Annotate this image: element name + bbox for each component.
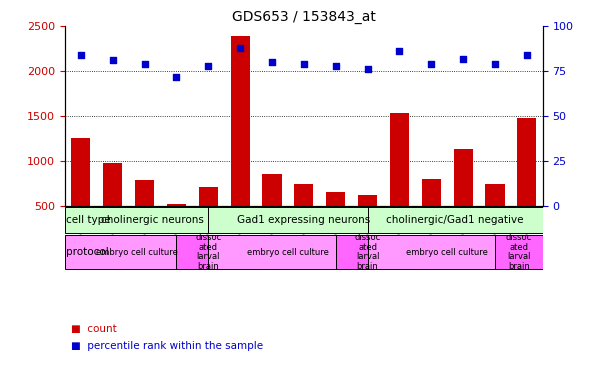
Bar [103,163,122,251]
FancyBboxPatch shape [176,235,240,269]
Point [172,74,181,80]
Text: Gad1 expressing neurons: Gad1 expressing neurons [237,215,371,225]
Point [204,63,213,69]
Point [76,52,86,58]
Title: GDS653 / 153843_at: GDS653 / 153843_at [232,10,376,24]
Text: embryo cell culture: embryo cell culture [407,248,488,256]
Point [427,61,436,67]
Bar [263,174,281,251]
Point [522,52,532,58]
Text: ■  percentile rank within the sample: ■ percentile rank within the sample [71,341,263,351]
FancyBboxPatch shape [65,235,208,269]
Bar [422,179,441,251]
Point [490,61,500,67]
Point [395,48,404,54]
FancyBboxPatch shape [368,235,527,269]
Bar [486,184,504,251]
FancyBboxPatch shape [65,207,240,234]
FancyBboxPatch shape [208,235,368,269]
Point [267,59,277,65]
Bar [71,138,90,251]
Text: dissoc
ated
larval
brain: dissoc ated larval brain [195,233,221,271]
Text: embryo cell culture: embryo cell culture [247,248,329,256]
Point [458,56,468,62]
Bar [454,149,473,251]
Text: ■  count: ■ count [71,324,117,334]
Bar [231,36,250,251]
Bar [390,114,409,251]
FancyBboxPatch shape [336,235,399,269]
Point [108,57,117,63]
Bar [358,195,377,251]
Bar [326,192,345,251]
Text: dissoc
ated
larval
brain: dissoc ated larval brain [506,233,532,271]
Point [299,61,309,67]
Text: cholinergic neurons: cholinergic neurons [101,215,204,225]
Text: cell type: cell type [65,215,110,225]
FancyBboxPatch shape [495,235,543,269]
Point [235,45,245,51]
Point [363,66,372,72]
Bar [199,187,218,251]
Point [140,61,149,67]
Bar [294,184,313,251]
Text: embryo cell culture: embryo cell culture [96,248,178,256]
Bar [517,118,536,251]
Text: dissoc
ated
larval
brain: dissoc ated larval brain [355,233,381,271]
Bar [167,204,186,251]
Bar [135,180,154,251]
FancyBboxPatch shape [368,207,543,234]
FancyBboxPatch shape [208,207,399,234]
Text: cholinergic/Gad1 negative: cholinergic/Gad1 negative [386,215,524,225]
Point [331,63,340,69]
Text: protocol: protocol [65,247,109,257]
